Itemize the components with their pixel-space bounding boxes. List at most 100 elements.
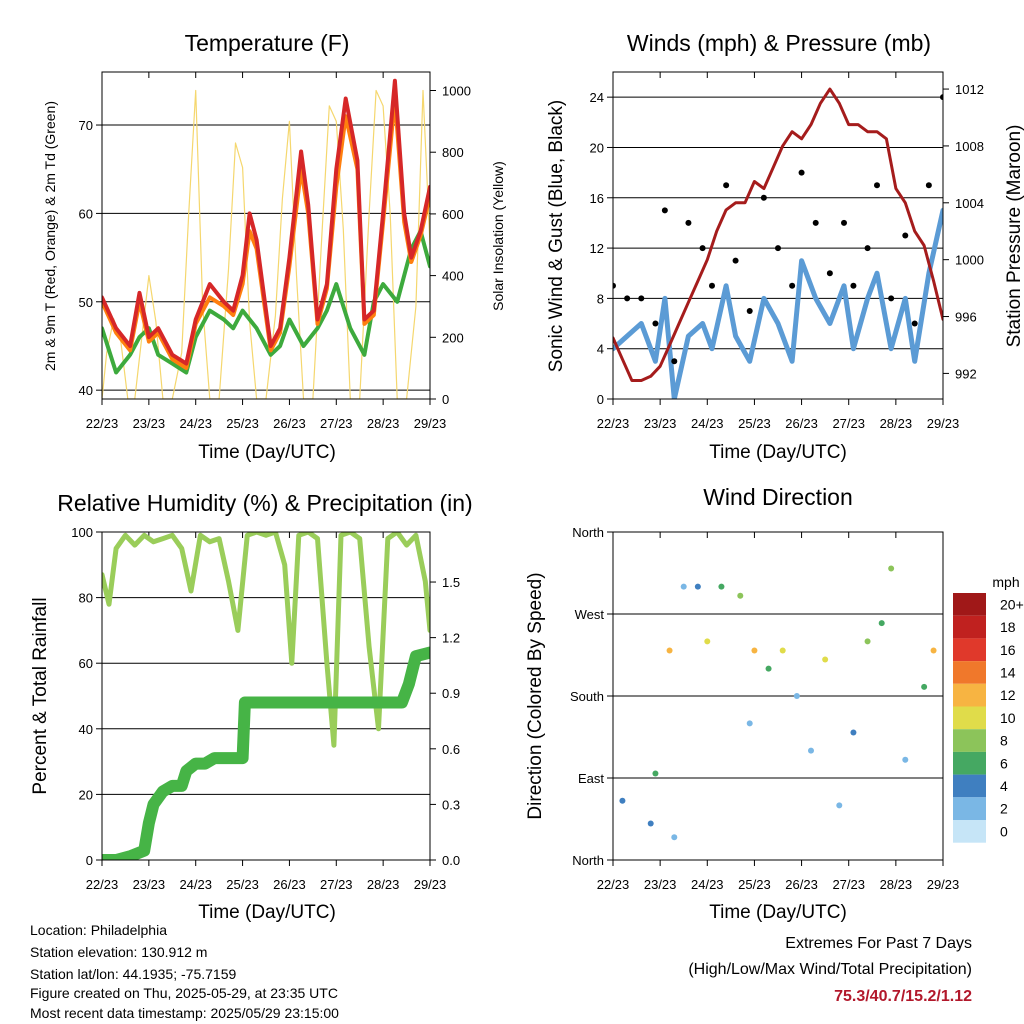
x-tick-label: 24/23 (179, 877, 212, 892)
y-tick-label: 8 (597, 291, 604, 306)
y-tick-label: North (572, 525, 604, 540)
legend-label: 8 (1000, 733, 1008, 749)
gust-point (798, 169, 805, 176)
winds-y2label: Station Pressure (Maroon) (1004, 125, 1024, 348)
y-tick-label: 40 (79, 722, 93, 737)
legend-swatch (953, 683, 986, 707)
direction-point (836, 802, 843, 809)
direction-point (718, 583, 725, 590)
direction-point (902, 756, 909, 763)
x-tick-label: 29/23 (927, 877, 960, 892)
x-tick-label: 23/23 (133, 416, 166, 431)
wind-direction-title: Wind Direction (703, 484, 853, 510)
y-tick-label: 60 (79, 656, 93, 671)
humidity-line (102, 532, 430, 748)
direction-point (652, 770, 659, 777)
x-tick-label: 26/23 (785, 416, 818, 431)
y2-tick-label: 800 (442, 145, 464, 160)
y-tick-label: 100 (71, 525, 93, 540)
legend-label: 4 (1000, 778, 1008, 794)
x-tick-label: 24/23 (179, 416, 212, 431)
plot-area (102, 532, 430, 860)
legend-swatch (953, 820, 986, 843)
gust-point (911, 320, 918, 327)
y2-tick-label: 0.0 (442, 853, 460, 868)
temperature-y2label: Solar Insolation (Yellow) (490, 161, 506, 311)
temperature-ylabel: 2m & 9m T (Red, Orange) & 2m Td (Green) (42, 101, 58, 371)
wind-direction-xlabel: Time (Day/UTC) (709, 902, 847, 923)
temp-2m-line (102, 78, 430, 366)
x-tick-label: 22/23 (86, 877, 119, 892)
gust-point (925, 182, 932, 189)
x-tick-label: 26/23 (273, 877, 306, 892)
winds-xlabel: Time (Day/UTC) (709, 442, 847, 463)
x-tick-label: 27/23 (320, 877, 353, 892)
direction-point (704, 638, 711, 645)
humidity-panel: Relative Humidity (%) & Precipitation (i… (30, 490, 473, 923)
gust-point (888, 295, 895, 302)
legend-swatch (953, 593, 986, 616)
y-tick-label: North (572, 853, 604, 868)
direction-point (878, 620, 885, 627)
footer-location: Location: Philadelphia (30, 922, 167, 938)
plot-area (613, 87, 943, 399)
gust-point (850, 282, 857, 289)
y2-tick-label: 1004 (955, 196, 984, 211)
direction-point (737, 592, 744, 599)
solar-insolation-line (102, 89, 430, 399)
direction-point (779, 647, 786, 654)
x-tick-label: 26/23 (273, 416, 306, 431)
plot-frame (101, 531, 431, 861)
gust-point (902, 232, 909, 239)
plot-frame (101, 71, 431, 400)
direction-point (808, 747, 814, 754)
gust-point (826, 270, 833, 277)
y-tick-label: 20 (590, 140, 604, 155)
y-tick-label: 70 (79, 118, 93, 133)
humidity-title: Relative Humidity (%) & Precipitation (i… (57, 490, 472, 516)
direction-point (671, 834, 678, 841)
charts-canvas: Temperature (F) 2m & 9m T (Red, Orange) … (30, 30, 1024, 923)
x-tick-label: 27/23 (832, 416, 865, 431)
y-tick-label: 12 (590, 241, 604, 256)
legend-label: 6 (1000, 755, 1008, 771)
direction-point (666, 647, 673, 654)
gust-point (685, 219, 692, 226)
y2-tick-label: 600 (442, 207, 464, 222)
legend-label: 12 (1000, 687, 1016, 703)
y-tick-label: 60 (79, 206, 93, 221)
x-tick-label: 28/23 (880, 416, 913, 431)
footer-elevation: Station elevation: 130.912 m (30, 944, 208, 960)
y-tick-label: West (575, 607, 605, 622)
x-tick-label: 22/23 (597, 877, 630, 892)
x-tick-label: 22/23 (86, 416, 119, 431)
legend-label: 18 (1000, 619, 1016, 635)
x-tick-label: 29/23 (927, 416, 960, 431)
y2-tick-label: 992 (955, 366, 977, 381)
direction-point (864, 638, 871, 645)
wind-direction-panel: Wind Direction Direction (Colored By Spe… (525, 484, 1024, 923)
gust-point (789, 282, 796, 289)
gust-point (841, 219, 847, 226)
legend-label: 16 (1000, 642, 1016, 658)
footer-recent: Most recent data timestamp: 2025/05/29 2… (30, 1005, 339, 1021)
y2-tick-label: 400 (442, 269, 464, 284)
legend-swatch (953, 774, 986, 798)
footer-created: Figure created on Thu, 2025-05-29, at 23… (30, 985, 338, 1001)
gust-point (638, 295, 645, 302)
x-tick-label: 28/23 (880, 877, 913, 892)
plot-area (619, 565, 937, 841)
gust-point (864, 245, 871, 252)
legend-label: 14 (1000, 664, 1016, 680)
humidity-ylabel: Percent & Total Rainfall (30, 597, 51, 794)
legend-label: 0 (1000, 823, 1008, 839)
speed-legend-title: mph (992, 574, 1019, 590)
legend-label: 10 (1000, 710, 1016, 726)
legend-swatch (953, 638, 986, 662)
temperature-xlabel: Time (Day/UTC) (198, 442, 336, 463)
direction-point (751, 647, 758, 654)
y-tick-label: 0 (86, 853, 93, 868)
plot-frame (612, 531, 944, 861)
precip-total-line (102, 646, 430, 860)
x-tick-label: 29/23 (414, 416, 447, 431)
